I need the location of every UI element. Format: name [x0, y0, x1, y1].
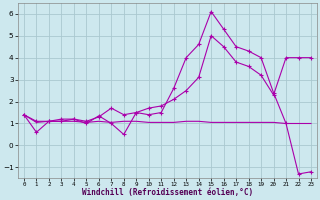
X-axis label: Windchill (Refroidissement éolien,°C): Windchill (Refroidissement éolien,°C) [82, 188, 253, 197]
